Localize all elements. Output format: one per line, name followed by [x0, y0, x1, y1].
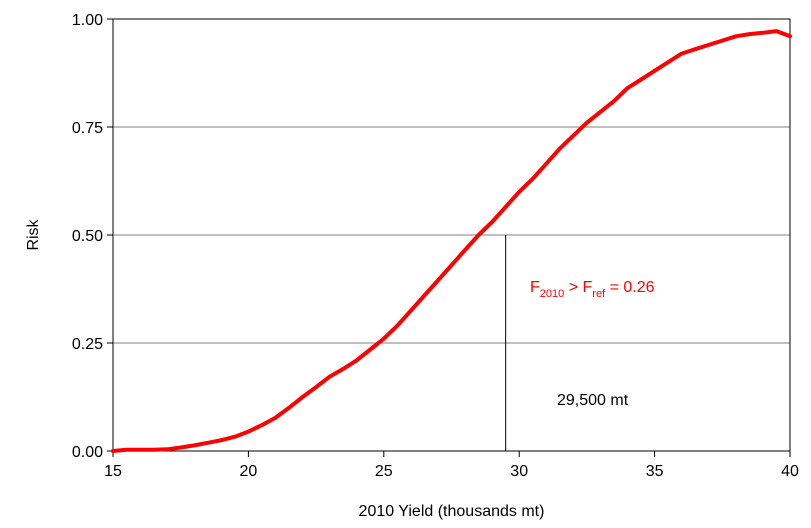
gridlines: [113, 126, 790, 344]
condition-annotation: F2010 > Fref = 0.26: [530, 279, 655, 300]
y-tick-label: 0.25: [72, 336, 103, 353]
condition-base: F: [530, 279, 540, 296]
y-tick-label: 0.50: [72, 228, 103, 245]
series-line-risk: [111, 29, 792, 453]
x-tick-label: 35: [646, 463, 664, 480]
x-tick-labels: 15 20 25 30 35 40: [104, 463, 799, 480]
vline-annotation-label: 29,500 mt: [557, 392, 629, 409]
y-tick-labels: 0.00 0.25 0.50 0.75 1.00: [72, 12, 103, 461]
condition-subscript-ref: ref: [592, 288, 606, 300]
x-tick-label: 25: [375, 463, 393, 480]
condition-tail: = 0.26: [605, 279, 654, 296]
y-tick-label: 1.00: [72, 12, 103, 29]
y-axis-title: Risk: [25, 218, 42, 250]
x-tick-label: 30: [510, 463, 528, 480]
condition-middle: > F: [564, 279, 592, 296]
x-tick-label: 15: [104, 463, 122, 480]
y-tick-label: 0.75: [72, 120, 103, 137]
x-tick-label: 20: [240, 463, 258, 480]
y-tick-label: 0.00: [72, 444, 103, 461]
x-tick-label: 40: [781, 463, 799, 480]
condition-subscript-2010: 2010: [540, 288, 564, 300]
axis-ticks: [107, 18, 791, 457]
x-axis-title: 2010 Yield (thousands mt): [359, 503, 545, 520]
